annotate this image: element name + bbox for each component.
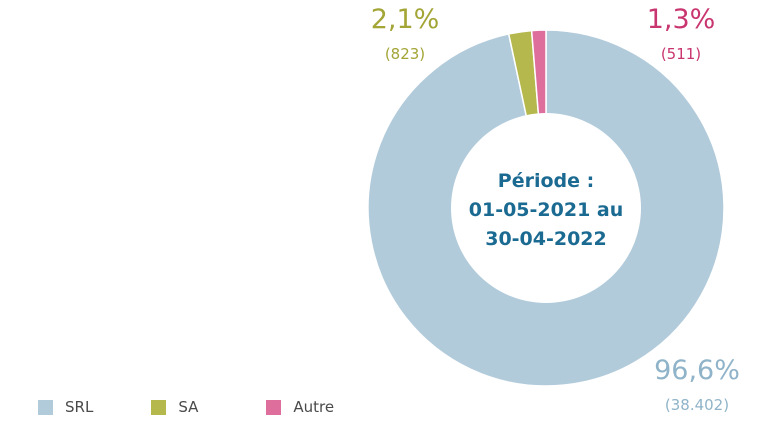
autre-percent-label: 1,3% [647, 4, 716, 35]
donut-slice-srl[interactable] [367, 29, 725, 387]
autre-count-label: (511) [661, 45, 701, 63]
legend-label-autre: Autre [293, 398, 335, 416]
legend-swatch-sa [151, 399, 167, 415]
sa-percent-label: 2,1% [371, 4, 440, 35]
legend-item-autre[interactable]: Autre [266, 398, 334, 416]
center-text-line-1: Période : [498, 170, 594, 192]
sa-count-label: (823) [385, 45, 425, 63]
center-text-line-2: 01-05-2021 au [469, 199, 624, 221]
legend-item-sa[interactable]: SA [151, 398, 198, 416]
legend: SRL SA Autre [38, 398, 392, 416]
legend-swatch-srl [38, 399, 53, 415]
legend-swatch-autre [266, 399, 282, 415]
center-text-line-3: 30-04-2022 [485, 228, 607, 250]
donut-hole [451, 113, 641, 303]
legend-label-srl: SRL [65, 398, 94, 416]
legend-label-sa: SA [178, 398, 199, 416]
legend-item-srl[interactable]: SRL [38, 398, 93, 416]
srl-percent-label: 96,6% [654, 355, 740, 386]
srl-count-label: (38.402) [665, 396, 729, 414]
